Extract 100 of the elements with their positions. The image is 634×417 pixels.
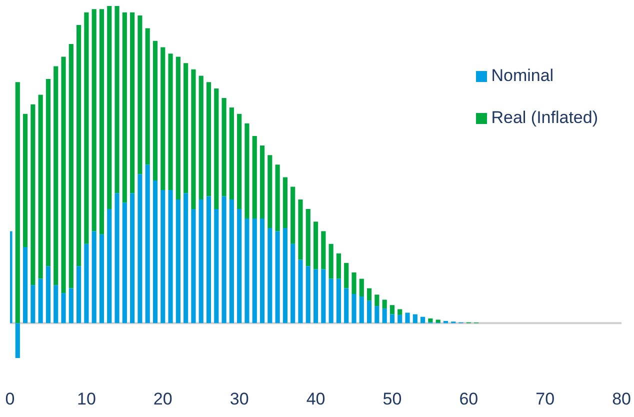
bar bbox=[30, 104, 36, 286]
bar bbox=[15, 82, 20, 324]
bar bbox=[76, 25, 82, 266]
x-tick-label: 20 bbox=[153, 389, 172, 408]
bar bbox=[344, 288, 349, 324]
bar bbox=[313, 269, 318, 324]
bar bbox=[30, 285, 36, 324]
bar bbox=[390, 314, 395, 324]
bar bbox=[222, 196, 226, 324]
bar bbox=[99, 9, 104, 234]
legend-label: Nominal bbox=[491, 66, 554, 86]
bar bbox=[92, 231, 96, 324]
bar bbox=[184, 63, 188, 194]
bar bbox=[412, 314, 418, 324]
bar bbox=[206, 196, 212, 324]
bar bbox=[252, 136, 257, 218]
bar bbox=[306, 266, 310, 324]
bar bbox=[405, 312, 410, 324]
bar bbox=[336, 278, 341, 324]
bar bbox=[382, 308, 387, 324]
bar bbox=[114, 6, 120, 194]
bar bbox=[374, 294, 380, 306]
bar bbox=[130, 12, 135, 194]
bar bbox=[138, 174, 142, 324]
bar bbox=[352, 294, 356, 324]
bar bbox=[54, 66, 58, 286]
bar bbox=[54, 285, 58, 324]
bar bbox=[107, 6, 112, 209]
bar bbox=[130, 193, 135, 324]
bar bbox=[359, 278, 364, 297]
bar bbox=[398, 309, 402, 315]
bar bbox=[420, 316, 426, 324]
bar bbox=[244, 123, 250, 218]
bar bbox=[436, 320, 440, 323]
bar bbox=[306, 208, 310, 266]
bar bbox=[336, 253, 341, 279]
x-tick-label: 60 bbox=[459, 389, 478, 408]
bar bbox=[206, 82, 212, 196]
bar bbox=[145, 164, 150, 324]
bar bbox=[366, 300, 372, 324]
bar bbox=[275, 231, 280, 324]
bar bbox=[252, 218, 257, 324]
bar bbox=[145, 28, 150, 165]
bar bbox=[76, 266, 82, 324]
bar bbox=[160, 47, 166, 190]
bar bbox=[328, 244, 334, 279]
bar bbox=[344, 262, 349, 288]
x-tick-label: 0 bbox=[5, 389, 15, 408]
bar bbox=[38, 94, 43, 279]
bar bbox=[428, 318, 433, 322]
bar bbox=[244, 218, 250, 324]
bar bbox=[168, 54, 173, 190]
bar bbox=[214, 88, 219, 209]
bar bbox=[152, 40, 158, 180]
bar bbox=[321, 269, 326, 324]
bar bbox=[328, 278, 334, 324]
bar bbox=[290, 244, 296, 324]
bar bbox=[61, 293, 66, 324]
x-tick-label: 10 bbox=[76, 389, 96, 408]
bar bbox=[321, 231, 326, 270]
bar bbox=[191, 208, 196, 324]
bar bbox=[374, 306, 380, 324]
bar bbox=[237, 114, 242, 209]
bar bbox=[152, 180, 158, 324]
bar bbox=[198, 76, 204, 200]
bar bbox=[390, 305, 395, 314]
bar bbox=[160, 190, 166, 324]
x-tick-label: 80 bbox=[612, 389, 632, 408]
bar bbox=[92, 9, 96, 232]
bar bbox=[260, 146, 265, 218]
bar bbox=[176, 56, 180, 200]
bar bbox=[122, 12, 127, 203]
bar bbox=[68, 44, 74, 288]
bar bbox=[114, 193, 120, 324]
bar bbox=[61, 56, 66, 294]
bar bbox=[398, 314, 402, 324]
bar bbox=[382, 300, 387, 309]
bar bbox=[46, 266, 51, 324]
bar bbox=[38, 278, 43, 324]
bar bbox=[15, 323, 20, 358]
bar bbox=[184, 193, 188, 324]
x-tick-label: 50 bbox=[382, 389, 402, 408]
bar bbox=[46, 78, 51, 266]
bar bbox=[122, 202, 127, 324]
bar bbox=[22, 247, 28, 324]
bar bbox=[191, 69, 196, 209]
bar bbox=[22, 114, 28, 248]
bar bbox=[366, 288, 372, 301]
bar bbox=[313, 222, 318, 270]
x-tick-label: 40 bbox=[306, 389, 326, 408]
bar bbox=[138, 16, 142, 174]
bar bbox=[268, 228, 272, 324]
bar bbox=[214, 208, 219, 324]
bar bbox=[282, 228, 288, 324]
legend-label: Real (Inflated) bbox=[491, 108, 598, 128]
x-tick-label: 30 bbox=[230, 389, 249, 408]
bar bbox=[229, 107, 234, 200]
bar bbox=[298, 260, 303, 324]
bar bbox=[99, 234, 104, 324]
bar bbox=[84, 12, 89, 244]
